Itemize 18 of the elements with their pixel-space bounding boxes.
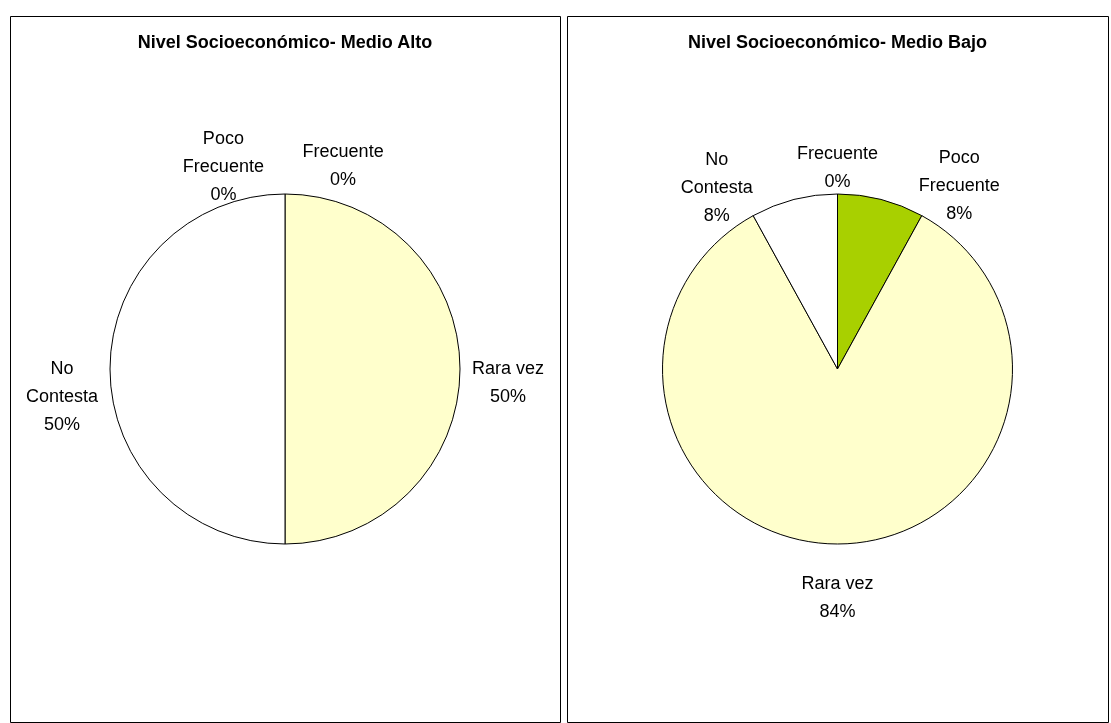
- category-label: Poco Frecuente: [182, 128, 264, 177]
- text: 0%: [330, 169, 357, 190]
- slice-label: No Contesta: [25, 358, 99, 406]
- slice-label: No Contesta: [680, 148, 754, 197]
- data-label: 50%: [43, 414, 80, 434]
- data-label: 8%: [946, 203, 973, 224]
- text: 0%: [210, 184, 237, 205]
- slice-label: Poco Frecuente: [918, 147, 1000, 196]
- category-label: Frecuente: [302, 141, 384, 162]
- data-label: 8%: [703, 204, 730, 225]
- data-label: 50%: [490, 386, 527, 406]
- chart-title: Nivel Socioeconómico- Medio Alto: [137, 32, 433, 52]
- category-label: Frecuente: [796, 143, 879, 163]
- text: 0%: [824, 171, 851, 191]
- data-label: 84%: [819, 601, 856, 621]
- slice-label: Rara vez: [472, 358, 545, 378]
- slice-label: Rara vez: [801, 573, 874, 593]
- chart-title: Nivel Socioeconómico- Medio Bajo: [687, 32, 988, 52]
